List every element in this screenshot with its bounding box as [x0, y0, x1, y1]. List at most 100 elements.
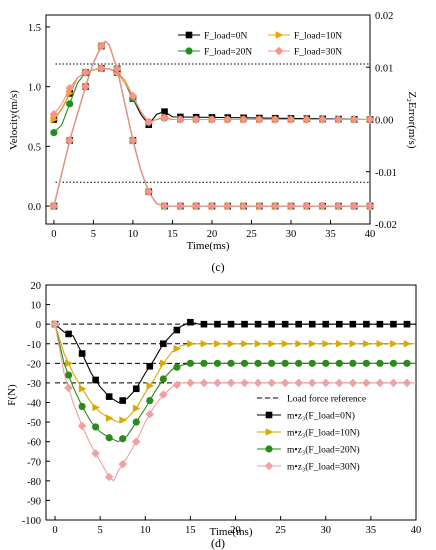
chart-c-legend-marker: [274, 46, 284, 56]
chart-c-xtick-label: 25: [246, 229, 257, 240]
chart-d-series-point: [308, 359, 316, 367]
chart-d-legend-label: m•z₃(F_load=20N): [287, 445, 360, 456]
chart-d-series-point: [281, 320, 289, 328]
chart-d-ytick-label: -30: [27, 379, 41, 390]
chart-d-series-point: [280, 378, 290, 388]
chart-c-legend-label: F_load=30N: [294, 48, 342, 58]
chart-d-series-point: [65, 330, 72, 338]
chart-d-series-point: [186, 359, 194, 367]
chart-c-error-point: [50, 115, 59, 124]
chart-c-velocity-point: [112, 64, 122, 74]
chart-d-series-point: [146, 382, 155, 390]
chart-d-ytick-label: -40: [27, 399, 41, 410]
chart-c-legend-label: F_load=10N: [294, 32, 342, 42]
chart-d-series-point: [335, 359, 343, 367]
chart-d-series-point: [119, 416, 128, 424]
chart-d-series-point: [322, 339, 331, 348]
chart-d-xtick-label: 15: [185, 525, 196, 536]
chart-c-xtick-label: 10: [128, 229, 139, 240]
chart-d-series-line: [54, 321, 416, 404]
chart-d-series-point: [389, 359, 398, 367]
chart-c-error-point: [223, 115, 233, 124]
chart-d-series-point: [335, 320, 343, 328]
chart-c-velocity-point: [191, 201, 201, 211]
chart-c-velocity-point: [286, 201, 296, 211]
chart-c-velocity-point: [97, 41, 106, 51]
chart-d-series-point: [65, 359, 73, 368]
chart-d-series-point: [105, 434, 113, 442]
chart-c-velocity-point: [207, 201, 217, 211]
chart-d-series-point: [92, 423, 100, 431]
chart-c-velocity-point: [65, 136, 75, 145]
chart-c-velocity-point: [302, 201, 312, 211]
chart-c-error-point: [97, 63, 106, 73]
chart-c-error-line: [53, 67, 370, 123]
chart-d-series-point: [173, 344, 182, 353]
chart-c-velocity-point: [160, 201, 169, 211]
chart-d-ytick-label: 10: [31, 301, 42, 312]
chart-d-series-point: [132, 418, 140, 426]
chart-d-series-point: [349, 339, 358, 348]
chart-c-legend-marker: [185, 47, 193, 55]
chart-d-series-point: [226, 378, 236, 388]
chart-c-velocity-point: [365, 201, 375, 211]
chart-d-series-point: [349, 320, 357, 328]
chart-d-series-point: [200, 359, 208, 367]
chart-d-series-point: [132, 385, 140, 393]
chart-c-error-point: [270, 115, 280, 124]
chart-d-series-point: [213, 378, 222, 388]
chart-c-error-point: [176, 115, 185, 124]
chart-d-series-point: [254, 359, 262, 367]
chart-d-ytick-label: -20: [27, 359, 41, 370]
chart-d-ytick-label: -80: [27, 477, 41, 488]
chart-c-xtick-label: 35: [325, 229, 336, 240]
chart-d-series-point: [403, 359, 411, 367]
chart-c-error-point: [66, 100, 74, 108]
chart-d-series-point: [403, 339, 412, 348]
chart-c-error-point: [65, 83, 75, 93]
chart-d-series-point: [119, 435, 127, 443]
chart-d-series-point: [268, 320, 275, 328]
chart-c: 0 5 10 15 20 25 30 35 40 0.0 0.5 1.0 1.5 -0.02 -0.01 0.…: [8, 11, 418, 274]
chart-c-velocity-point: [318, 201, 327, 211]
chart-d-ytick-label: 0: [36, 320, 41, 331]
chart-d-xtick-label: 25: [275, 525, 286, 536]
chart-c-error-point: [365, 115, 375, 124]
chart-d-series-point: [160, 340, 167, 348]
chart-d-series-point: [322, 320, 330, 328]
chart-d-series-point: [146, 362, 154, 370]
chart-d-series-point: [50, 319, 60, 329]
chart-c-legend-label: F_load=0N: [204, 32, 247, 42]
chart-c-ticks: 0 5 10 15 20 25 30 35 40 0.0 0.5 1.0 1.5 -0.02 -0.01 0.…: [28, 11, 397, 240]
chart-d-series-point: [295, 339, 303, 348]
chart-c-velocity-point: [176, 201, 185, 211]
chart-c-error-point: [318, 115, 327, 124]
chart-d-series-point: [119, 397, 127, 404]
chart-d-legend-label: m•z₃(F_load=30N): [287, 462, 360, 473]
chart-d-series-point: [335, 339, 344, 348]
chart-d-legend-marker: [265, 445, 273, 453]
chart-c-error-line: [53, 67, 370, 123]
chart-d-series-point: [91, 449, 100, 458]
chart-d-xtick-label: 40: [411, 525, 422, 536]
chart-d-series-point: [267, 378, 276, 388]
chart-d-series-point: [268, 359, 276, 367]
chart-d-series-point: [241, 320, 248, 328]
chart-d-series-point: [240, 378, 249, 388]
chart-d-series-point: [307, 378, 317, 388]
chart-c-velocity-point: [81, 82, 90, 91]
chart-d-series-point: [199, 378, 209, 388]
chart-c-velocity-point: [334, 201, 343, 211]
chart-d-legend-marker: [265, 411, 273, 419]
chart-d-series-point: [213, 359, 222, 367]
chart-c-error-point: [161, 108, 168, 115]
chart-d-series-point: [348, 378, 358, 388]
chart-d-series-point: [363, 339, 371, 348]
chart-d-series-point: [118, 459, 128, 469]
chart-d-series-point: [376, 320, 384, 328]
chart-d-series-point: [390, 339, 398, 348]
chart-c-y2tick-label: -0.01: [375, 168, 397, 179]
chart-c-ytick-label: 1.0: [28, 83, 41, 94]
chart-d-series-point: [254, 320, 262, 328]
chart-d-series-point: [200, 320, 208, 328]
